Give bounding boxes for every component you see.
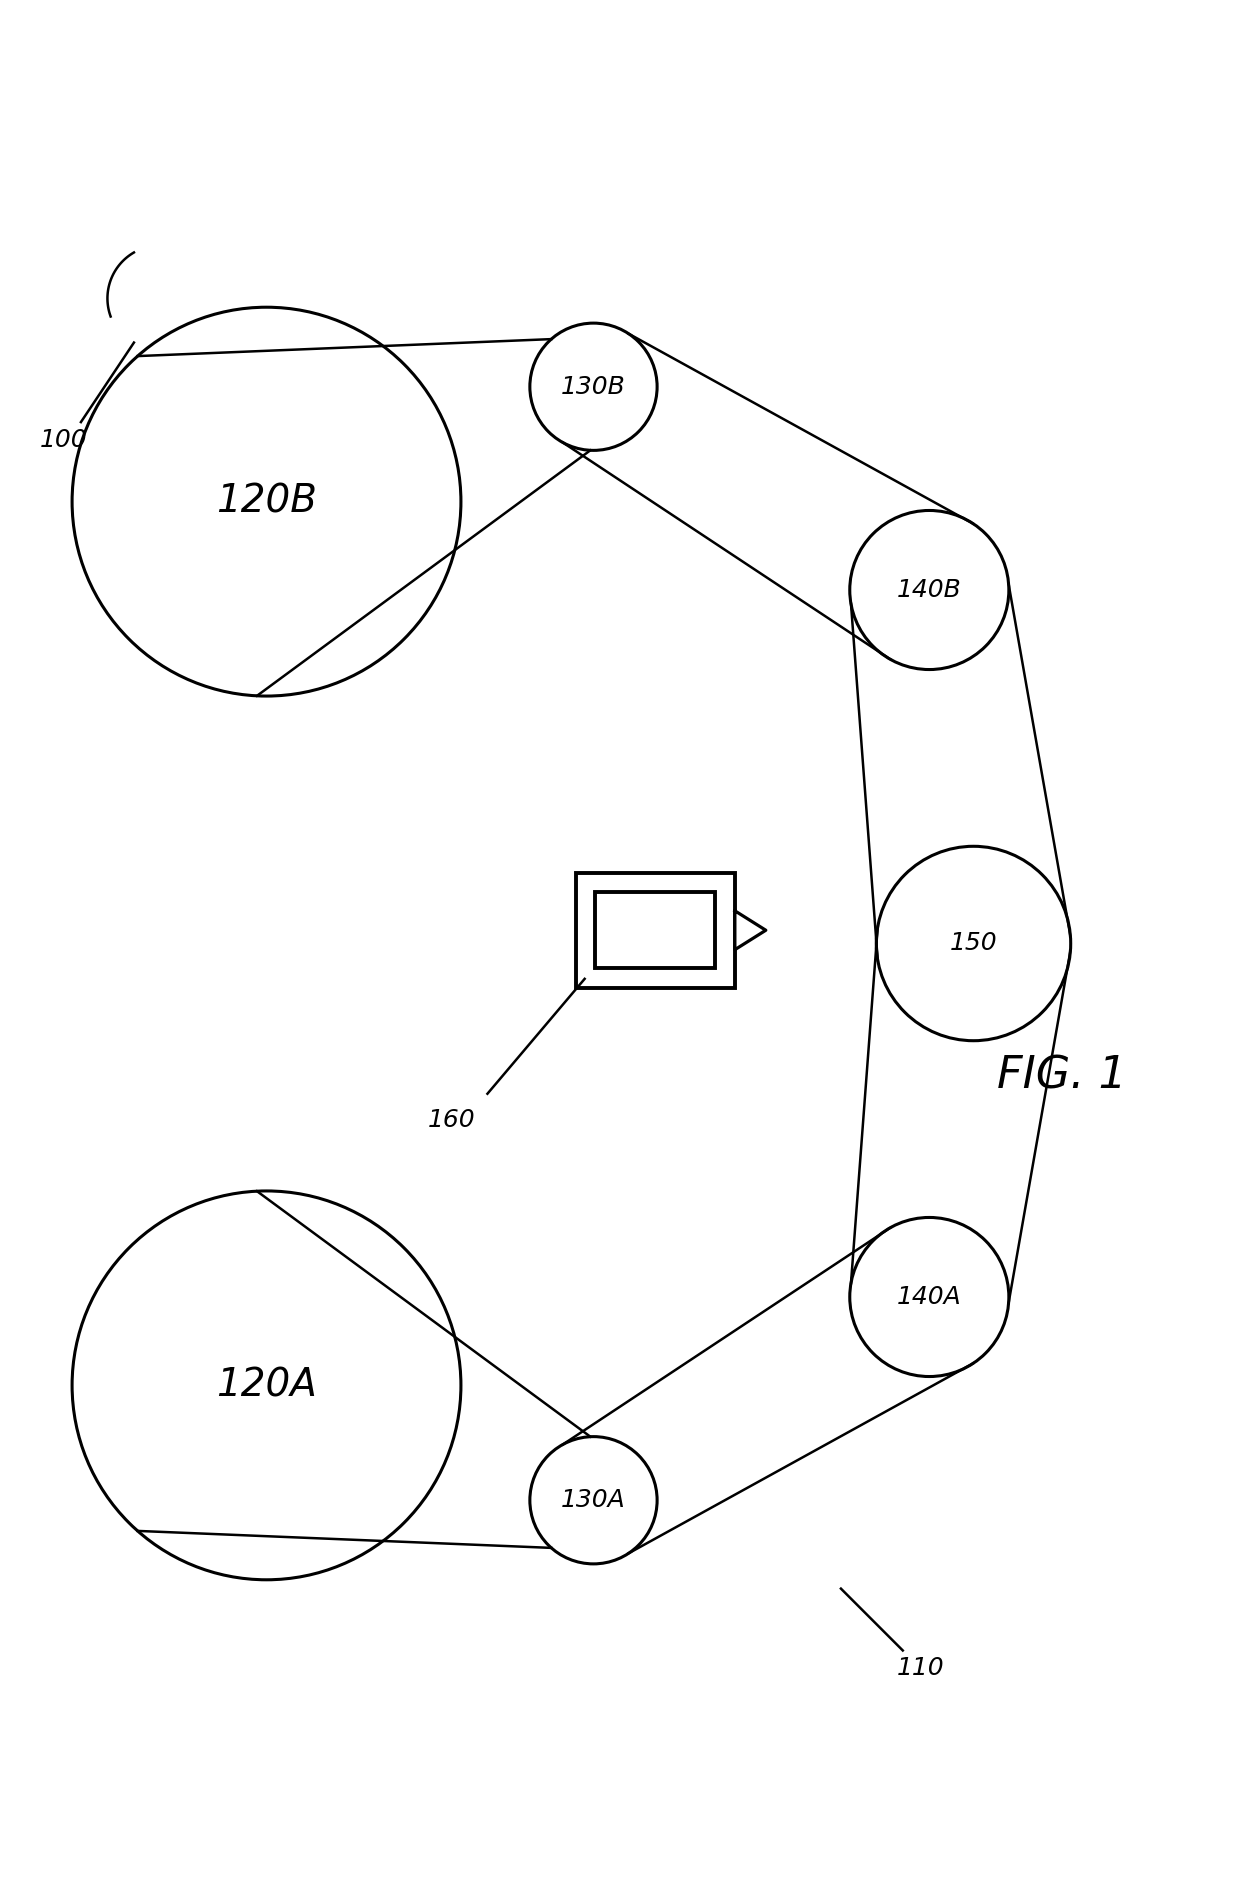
Text: 140B: 140B xyxy=(897,577,962,602)
Text: 120B: 120B xyxy=(216,483,317,521)
Text: 130B: 130B xyxy=(562,376,626,398)
Bar xyxy=(575,874,735,987)
Text: 100: 100 xyxy=(40,428,87,451)
Text: 120A: 120A xyxy=(216,1366,317,1404)
Text: 130A: 130A xyxy=(562,1489,626,1511)
Polygon shape xyxy=(735,911,766,949)
Text: FIG. 1: FIG. 1 xyxy=(997,1055,1127,1098)
Text: 150: 150 xyxy=(950,932,997,955)
Text: 110: 110 xyxy=(897,1657,945,1679)
Text: 160: 160 xyxy=(428,1108,476,1132)
Bar xyxy=(595,893,715,968)
Text: 140A: 140A xyxy=(897,1285,962,1310)
